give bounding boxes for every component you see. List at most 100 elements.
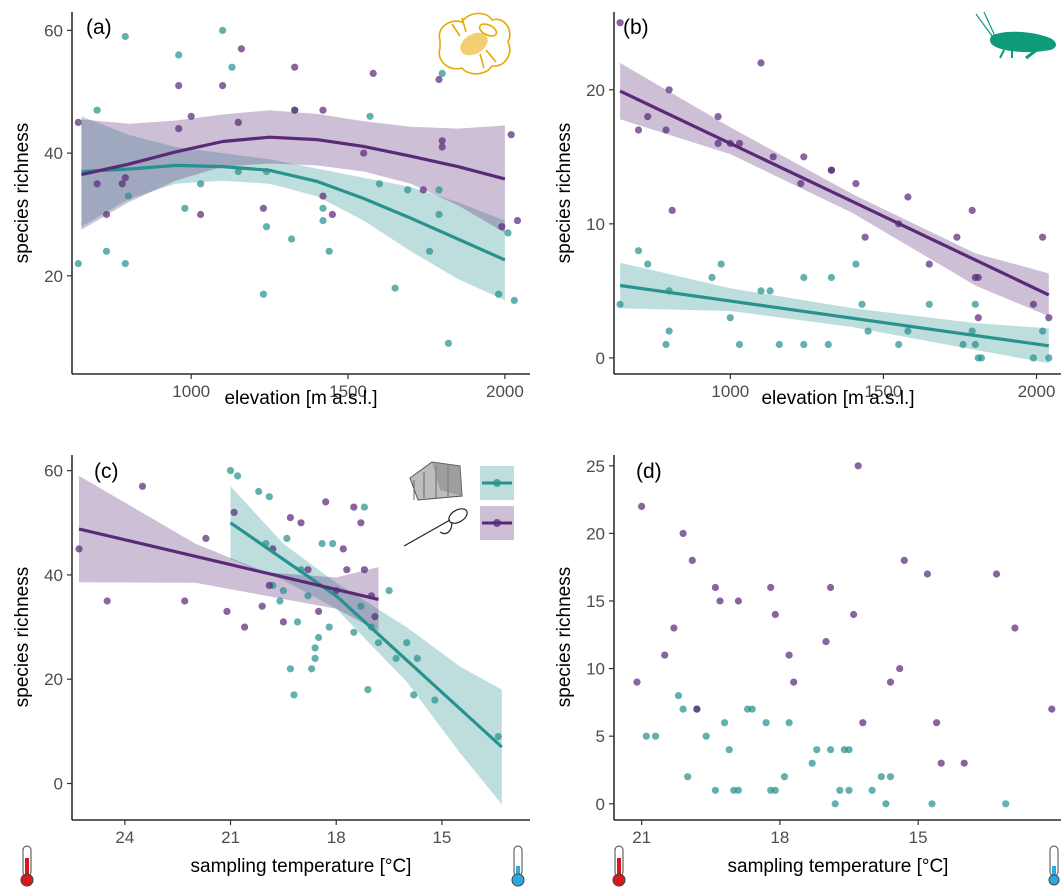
data-point [175,51,183,59]
panel-label: (c) [94,460,119,483]
data-point [181,597,189,605]
data-point [616,300,624,308]
data-point [328,210,336,219]
axes-layer: 1000 1500 2000 0 10 20 [586,12,1061,401]
bee-icon [438,12,511,75]
data-point [845,786,853,794]
y-axis-label: species richness [12,123,33,263]
data-point [276,597,284,605]
data-point [670,624,678,632]
data-point [369,69,377,77]
data-point [665,86,673,94]
data-point [937,759,945,767]
data-point [403,639,411,647]
data-point [297,519,305,527]
data-point [93,106,101,114]
x-tick-label: 24 [115,828,134,847]
data-point [498,223,506,231]
data-point [644,113,652,121]
confidence-band [620,62,1049,317]
data-point [971,300,979,308]
data-point [780,773,789,781]
data-point [711,786,720,794]
data-point [900,556,908,565]
data-point [800,153,808,161]
data-point [960,759,968,767]
data-point [896,665,904,673]
data-point [495,290,503,298]
data-point [175,82,183,90]
y-axis-label: species richness [554,123,575,263]
data-point [444,339,452,347]
data-point [286,665,294,673]
data-point [785,651,793,659]
grasshopper-icon [975,11,1056,60]
data-point [435,75,443,84]
data-point [228,63,236,71]
data-point [904,327,912,335]
y-axis-label: species richness [12,567,33,707]
data-point [790,678,798,686]
data-point [674,692,683,700]
data-point [1002,800,1010,808]
data-point [283,534,291,543]
data-point [721,719,729,727]
data-point [279,587,287,595]
axes-layer: 21 18 15 0 5 10 15 20 25 [586,455,1061,847]
data-point [661,651,669,659]
data-point [1029,300,1037,308]
data-point [928,800,936,808]
data-point [510,296,518,304]
y-tick-label: 20 [44,670,63,689]
panel-label: (d) [636,460,662,483]
data-point [102,247,111,255]
fit-layer [619,89,1050,348]
data-point [638,502,646,510]
data-point [226,467,235,475]
data-point [325,623,333,631]
data-point [882,800,890,808]
data-point [75,545,83,553]
data-point [861,233,869,241]
sweep-net-icon [403,508,468,547]
x-axis-label: sampling temperature [°C] [728,856,949,877]
x-tick-label: 18 [327,828,346,847]
data-point [431,696,439,704]
data-point [923,570,932,578]
data-point [762,719,770,727]
y-tick-label: 40 [44,144,63,163]
data-point [1045,314,1053,322]
data-point [767,583,775,592]
data-point [959,340,967,349]
y-tick-label: 20 [586,524,605,543]
data-point [852,260,860,268]
data-point [513,217,522,225]
data-point [343,566,351,574]
data-point [827,583,835,592]
fit-layer [78,521,503,749]
data-point [662,126,670,134]
thermometer-cold-icon [1048,845,1060,886]
x-tick-label: 15 [432,828,451,847]
y-axis-label: species richness [554,567,575,707]
data-point [808,759,816,767]
data-point [311,654,319,663]
y-tick-label: 10 [586,215,605,234]
data-point [360,503,368,511]
data-point [800,273,808,282]
data-point [385,587,393,595]
data-point [419,186,427,194]
data-point [616,19,624,27]
data-point [693,705,701,713]
data-point [868,786,876,794]
thermometer-cold-icon [511,845,525,887]
data-point [757,287,765,295]
data-point [852,180,860,188]
y-tick-label: 0 [596,795,605,814]
data-point [800,340,808,349]
data-point [668,206,676,214]
data-point [392,654,400,663]
data-point [255,487,263,496]
data-point [714,139,722,147]
data-point [1039,327,1047,335]
